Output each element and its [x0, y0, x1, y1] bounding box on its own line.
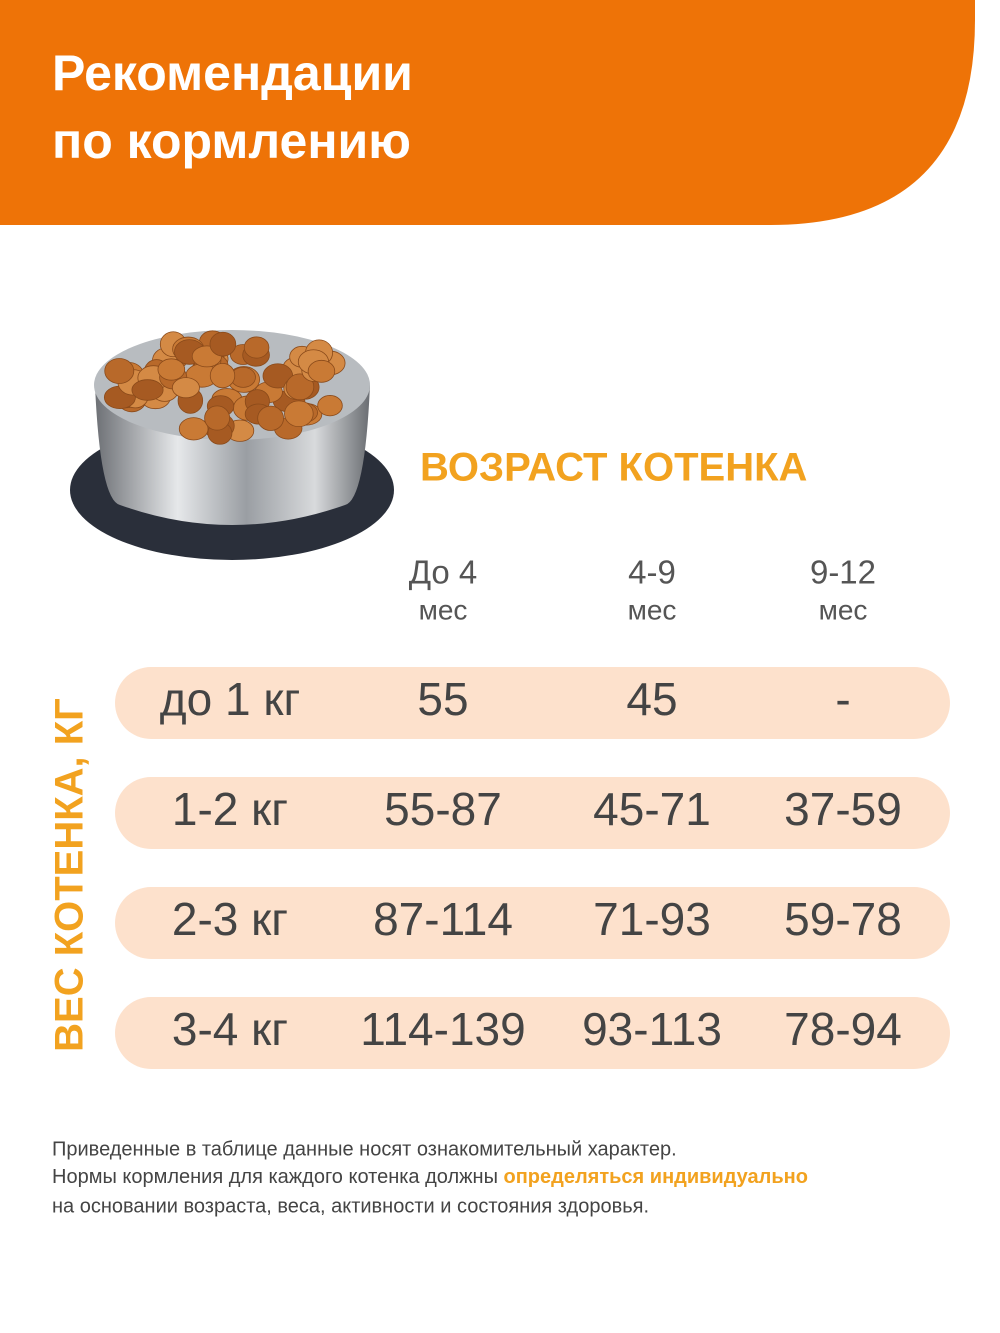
kibble — [171, 377, 200, 399]
footnote-line: Нормы кормления для каждого котенка долж… — [52, 1166, 808, 1188]
kibble — [204, 405, 231, 431]
footnote-line: на основании возраста, веса, активности … — [52, 1195, 649, 1217]
kibble — [284, 400, 314, 428]
column-header: 4-9 — [628, 554, 676, 591]
table-cell: 87-114 — [373, 893, 513, 945]
row-pill — [115, 667, 950, 739]
kibble — [285, 373, 315, 401]
kibble — [243, 336, 270, 359]
column-header-unit: мес — [628, 594, 677, 625]
row-pill — [115, 887, 950, 959]
table-cell: 55-87 — [384, 783, 502, 835]
title-line: Рекомендации — [52, 45, 413, 101]
column-header: До 4 — [409, 554, 478, 591]
food-bowl-image — [70, 330, 394, 560]
column-header-unit: мес — [819, 594, 868, 625]
kibble — [209, 362, 236, 389]
table-cell: 37-59 — [784, 783, 902, 835]
row-pill — [115, 997, 950, 1069]
row-pill — [115, 777, 950, 849]
table-cell: 71-93 — [593, 893, 711, 945]
row-group-label: ВЕС КОТЕНКА, КГ — [48, 698, 92, 1052]
title-line: по кормлению — [52, 113, 411, 169]
row-label: до 1 кг — [160, 673, 300, 725]
footnote-line: Приведенные в таблице данные носят ознак… — [52, 1138, 677, 1160]
row-label: 2-3 кг — [172, 893, 288, 945]
table-cell: 78-94 — [784, 1003, 902, 1055]
column-header: 9-12 — [810, 554, 876, 591]
kibble — [104, 358, 135, 384]
kibble — [257, 405, 284, 431]
kibble — [178, 417, 209, 441]
column-group-label: ВОЗРАСТ КОТЕНКА — [420, 446, 807, 490]
kibble — [157, 358, 186, 381]
table-cell: 114-139 — [360, 1003, 525, 1055]
row-label: 1-2 кг — [172, 783, 288, 835]
footnote-text: Нормы кормления для каждого котенка долж… — [52, 1166, 504, 1188]
table-cell: 55 — [417, 673, 468, 725]
kibble — [209, 331, 237, 357]
footnote-highlight: определяться индивидуально — [504, 1166, 808, 1188]
kibble — [317, 395, 343, 417]
table-cell: 93-113 — [582, 1003, 722, 1055]
table-cell: 45 — [626, 673, 677, 725]
header-band — [0, 0, 975, 225]
column-header-unit: мес — [419, 594, 468, 625]
row-label: 3-4 кг — [172, 1003, 288, 1055]
table-cell: 59-78 — [784, 893, 902, 945]
kibble — [131, 379, 164, 401]
table-cell: - — [835, 673, 850, 725]
table-cell: 45-71 — [593, 783, 711, 835]
kibble — [307, 359, 336, 383]
